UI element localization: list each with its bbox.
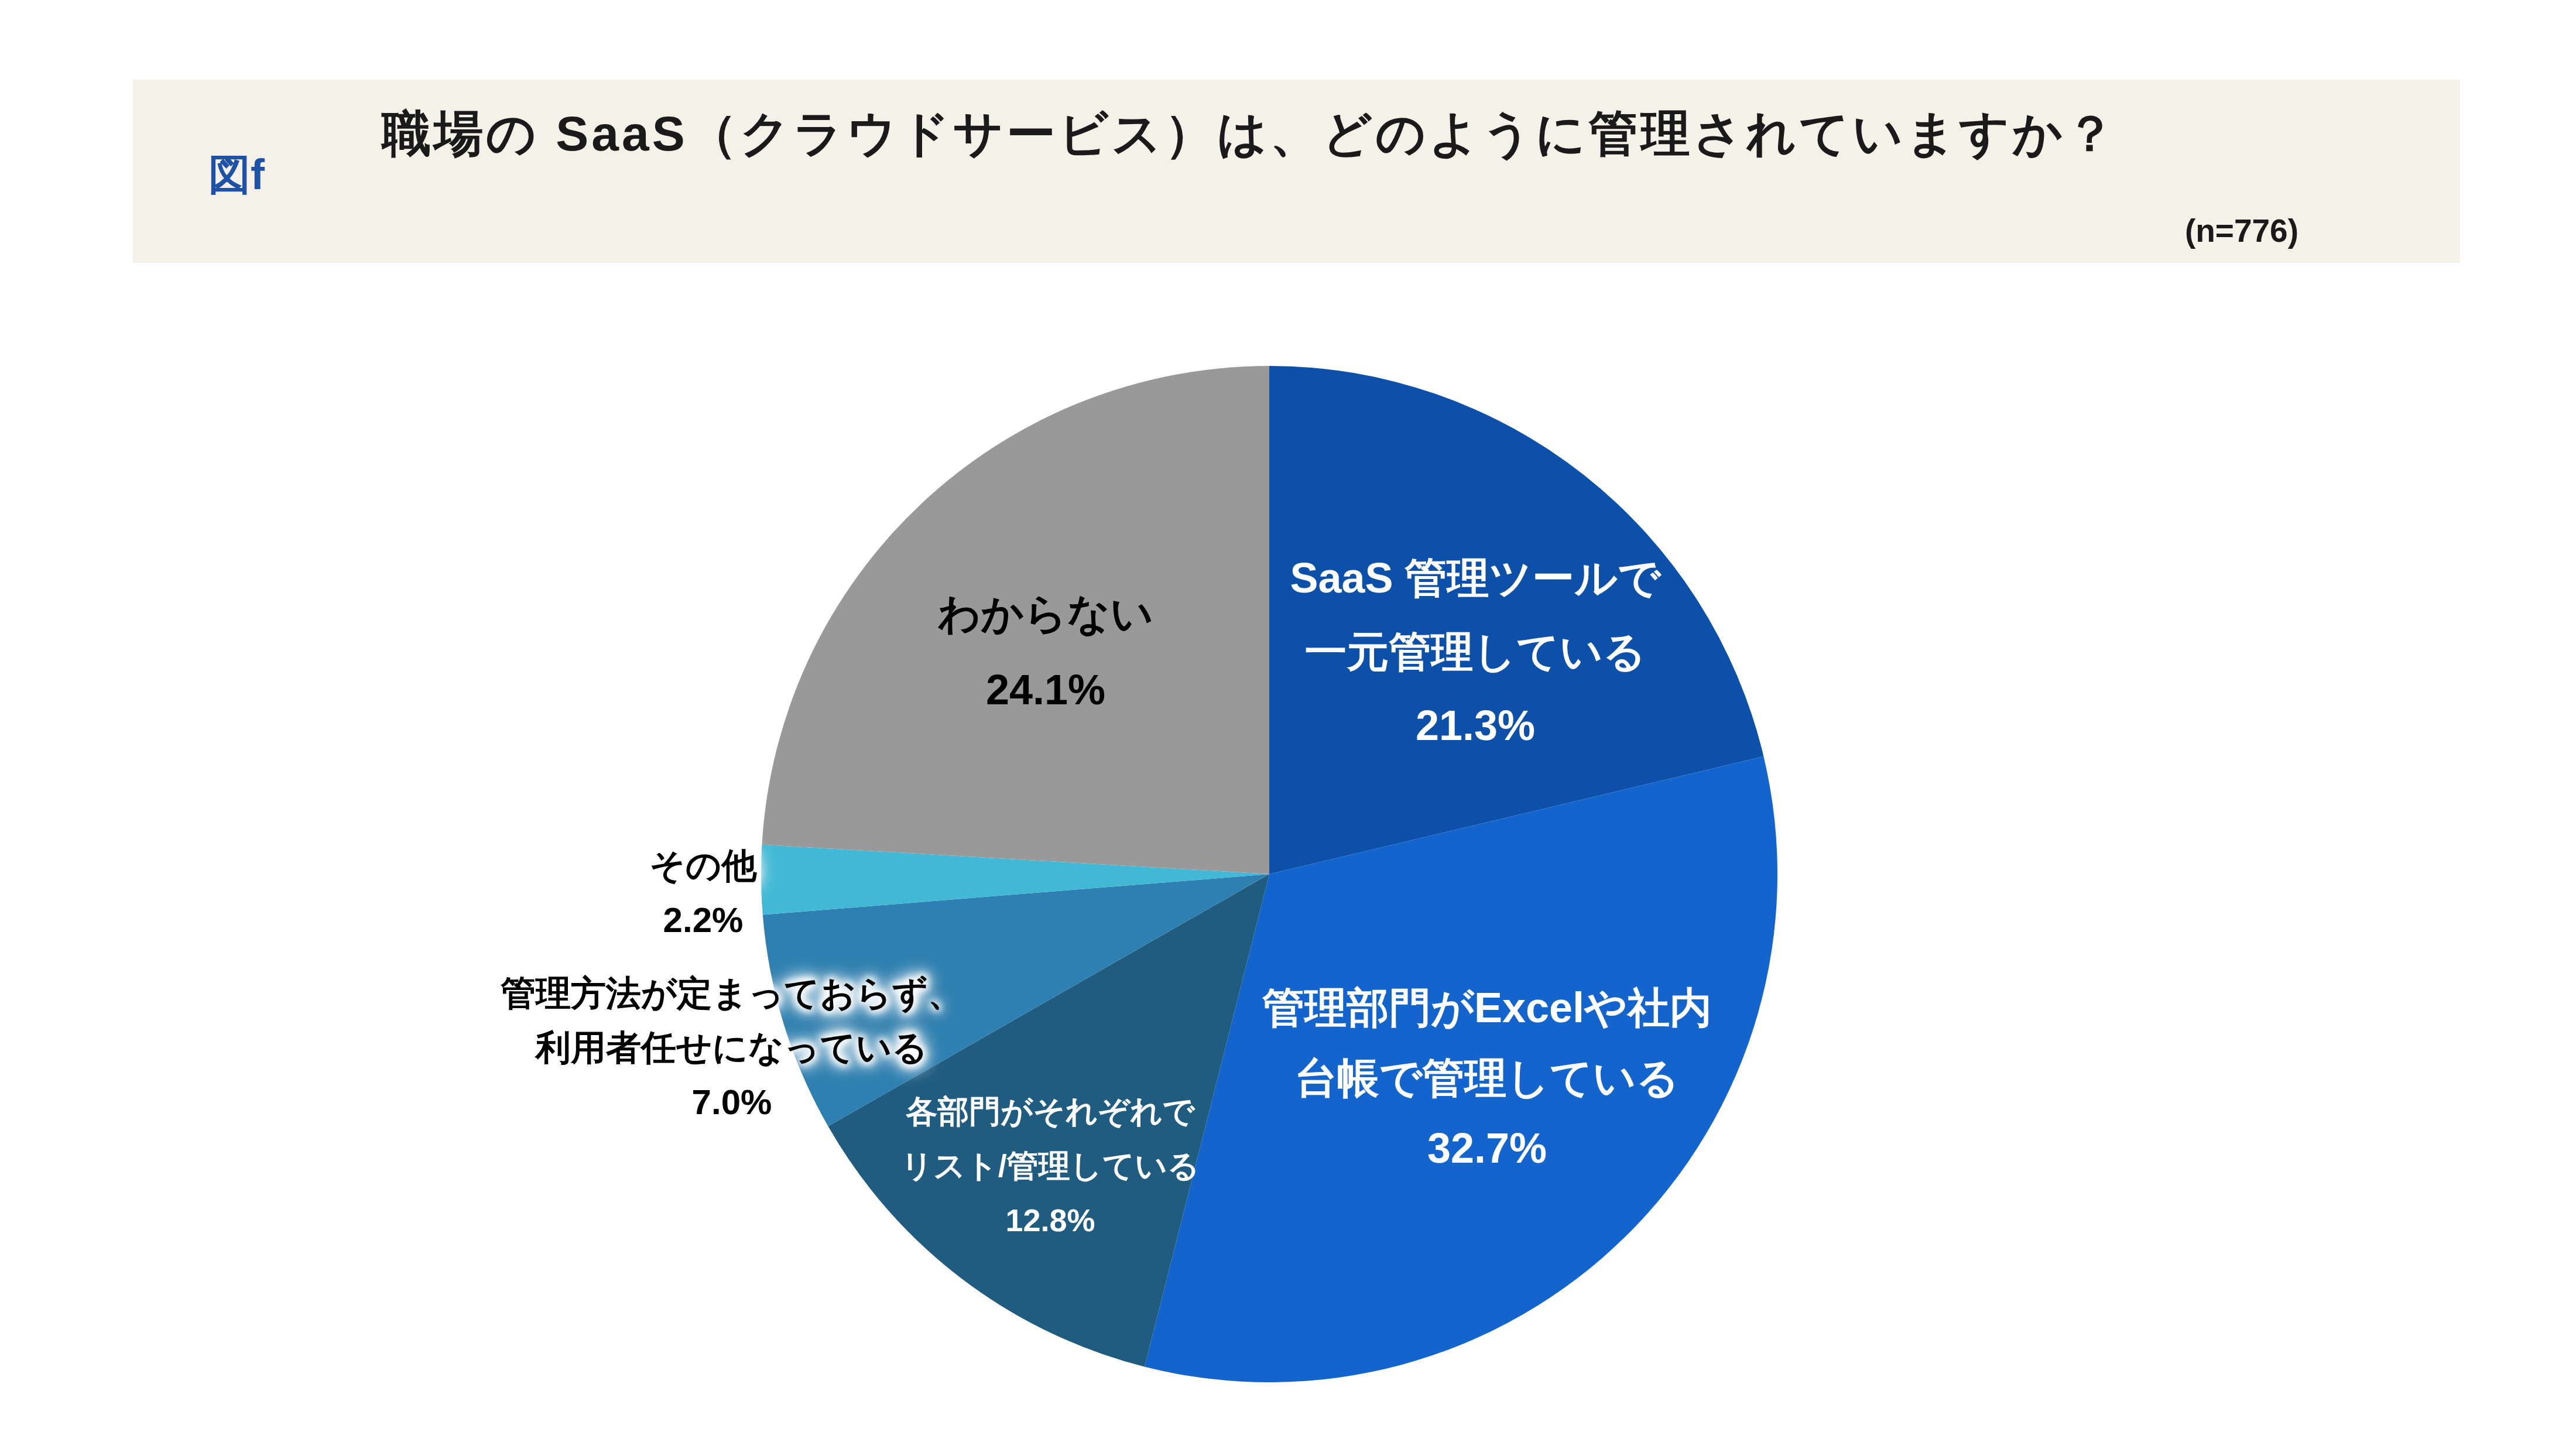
slice-label-no-method: 管理方法が定まっておらず、 利用者任せになっている 7.0% <box>501 966 963 1129</box>
slice-label-excel-ledger: 管理部門がExcelや社内 台帳で管理している 32.7% <box>1262 972 1712 1183</box>
slice-value: 24.1% <box>938 652 1153 728</box>
slice-label-saas-tool: SaaS 管理ツールで 一元管理している 21.3% <box>1290 541 1660 762</box>
pie-chart <box>0 0 2576 1449</box>
slice-value: 21.3% <box>1290 688 1660 762</box>
slice-value: 32.7% <box>1262 1113 1712 1183</box>
slice-label-other: その他 2.2% <box>650 838 757 947</box>
slice-value: 7.0% <box>501 1075 963 1129</box>
page: { "header": { "figure_tag": "図f", "title… <box>0 0 2576 1449</box>
slice-label-dont-know: わからない 24.1% <box>938 576 1153 728</box>
slice-value: 2.2% <box>650 893 757 947</box>
slice-value: 12.8% <box>901 1193 1200 1248</box>
